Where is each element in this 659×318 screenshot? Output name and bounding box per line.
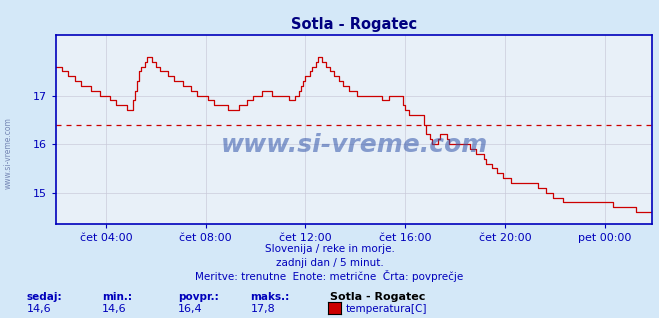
Text: 16,4: 16,4 <box>178 304 202 314</box>
Text: sedaj:: sedaj: <box>26 292 62 301</box>
Text: maks.:: maks.: <box>250 292 290 301</box>
Text: 17,8: 17,8 <box>250 304 275 314</box>
Text: www.si-vreme.com: www.si-vreme.com <box>3 117 13 189</box>
Text: 14,6: 14,6 <box>102 304 127 314</box>
Text: min.:: min.: <box>102 292 132 301</box>
Text: Sotla - Rogatec: Sotla - Rogatec <box>330 292 425 301</box>
Text: 14,6: 14,6 <box>26 304 51 314</box>
Text: povpr.:: povpr.: <box>178 292 219 301</box>
Text: www.si-vreme.com: www.si-vreme.com <box>221 133 488 157</box>
Text: zadnji dan / 5 minut.: zadnji dan / 5 minut. <box>275 258 384 268</box>
Text: Slovenija / reke in morje.: Slovenija / reke in morje. <box>264 244 395 254</box>
Text: Meritve: trenutne  Enote: metrične  Črta: povprečje: Meritve: trenutne Enote: metrične Črta: … <box>195 271 464 282</box>
Text: temperatura[C]: temperatura[C] <box>346 304 428 314</box>
Title: Sotla - Rogatec: Sotla - Rogatec <box>291 17 417 32</box>
